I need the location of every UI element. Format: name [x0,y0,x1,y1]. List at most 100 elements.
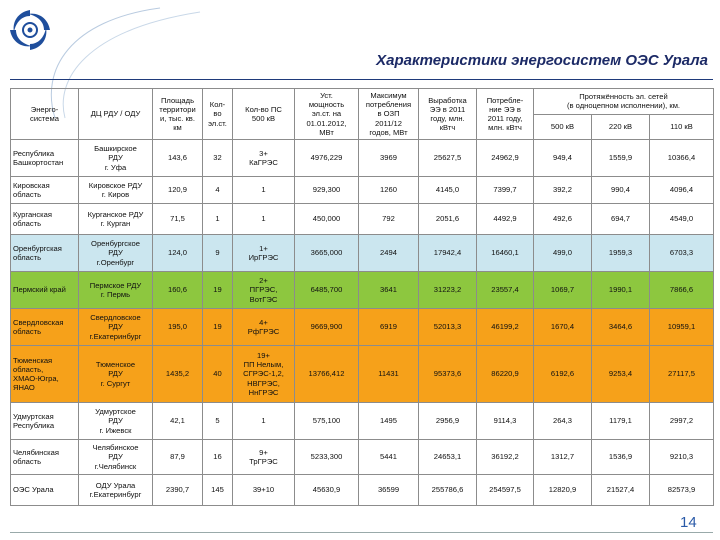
table-cell: 24962,9 [476,139,534,177]
table-cell: 9669,900 [294,308,359,346]
footer-divider [10,532,713,533]
energy-system-cell: Курганская область [10,203,79,235]
table-cell: 12820,9 [533,474,592,506]
header-consumption: Потребле-ние ЭЭ в 2011 году, млн. кВтч [476,88,534,140]
table-cell: 19 [202,271,233,309]
table-cell: 575,100 [294,402,359,440]
table-cell: 87,9 [152,439,203,475]
table-cell: 7399,7 [476,176,534,204]
title-divider [10,79,713,80]
table-cell: 6485,700 [294,271,359,309]
table-cell: 25627,5 [418,139,477,177]
energy-system-cell: Тюменская область, ХМАО-Югра, ЯНАО [10,345,79,403]
table-cell: 1069,7 [533,271,592,309]
table-cell: 255786,6 [418,474,477,506]
table-cell: 27117,5 [649,345,714,403]
table-subheader-row: 500 кВ 220 кВ 110 кВ [11,113,714,140]
table-cell: 2997,2 [649,402,714,440]
table-cell: 31223,2 [418,271,477,309]
table-cell: 3665,000 [294,234,359,272]
table-cell: 3464,6 [591,308,650,346]
table-cell: Тюменское РДУ г. Сургут [78,345,153,403]
table-cell: 1435,2 [152,345,203,403]
table-cell: 492,6 [533,203,592,235]
table-cell: 11431 [358,345,419,403]
table-cell: 1 [232,176,295,204]
table-cell: 694,7 [591,203,650,235]
table-row: Оренбургская область Оренбургское РДУ г.Орен… [10,234,714,272]
table-cell: 392,2 [533,176,592,204]
table-row: ОЭС Урала ОДУ Урала г.Екатеринбург 2390,7 14… [10,474,714,506]
table-cell: 4+ РфГРЭС [232,308,295,346]
table-body: Республика Башкортостан Башкирское РДУ г. Уф… [10,139,714,506]
table-cell: 499,0 [533,234,592,272]
header-area: Площадь территори и, тыс. кв. км [152,88,203,140]
table-cell: 1179,1 [591,402,650,440]
header-dispatch-center: ДЦ РДУ / ОДУ [78,88,153,140]
table-cell: 2494 [358,234,419,272]
header-500kv: 500 кВ [533,113,592,140]
table-cell: 4145,0 [418,176,477,204]
table-row: Тюменская область, ХМАО-Югра, ЯНАО Тюменское… [10,345,714,403]
table-row: Челябинская область Челябинское РДУ г.Челяби… [10,439,714,475]
header-substations: Кол-во ПС 500 кВ [232,88,295,140]
table-cell: 2051,6 [418,203,477,235]
table-cell: 39+10 [232,474,295,506]
table-cell: 5 [202,402,233,440]
energy-system-cell: Челябинская область [10,439,79,475]
table-cell: 10366,4 [649,139,714,177]
energy-system-cell: ОЭС Урала [10,474,79,506]
table-cell: 2956,9 [418,402,477,440]
table-cell: 143,6 [152,139,203,177]
energy-system-cell: Кировская область [10,176,79,204]
table-row: Свердловская область Свердловское РДУ г.Екат… [10,308,714,346]
table-cell: 42,1 [152,402,203,440]
table-row: Республика Башкортостан Башкирское РДУ г. Уф… [10,139,714,177]
table-cell: 3+ КаГРЭС [232,139,295,177]
table-cell: ОДУ Урала г.Екатеринбург [78,474,153,506]
table-cell: 3641 [358,271,419,309]
table-cell: 9253,4 [591,345,650,403]
table-cell: 264,3 [533,402,592,440]
table-cell: 23557,4 [476,271,534,309]
table-cell: 4549,0 [649,203,714,235]
header-220kv: 220 кВ [591,113,650,140]
table-cell: 71,5 [152,203,203,235]
energy-system-cell: Оренбургская область [10,234,79,272]
table-cell: 1260 [358,176,419,204]
table-row: Курганская область Курганское РДУ г. Курган… [10,203,714,235]
table-cell: 1 [232,203,295,235]
table-cell: 4 [202,176,233,204]
table-cell: 4096,4 [649,176,714,204]
table-cell: 86220,9 [476,345,534,403]
table-cell: Пермское РДУ г. Пермь [78,271,153,309]
table-cell: 13766,412 [294,345,359,403]
table-cell: 1312,7 [533,439,592,475]
header-110kv: 110 кВ [649,113,714,140]
header-energy-system: Энерго-система [10,88,79,140]
table-cell: 1990,1 [591,271,650,309]
table-cell: 45630,9 [294,474,359,506]
table-cell: 40 [202,345,233,403]
header-capacity: Уст. мощность эл.ст. на 01.01.2012, МВт [294,88,359,140]
table-cell: 929,300 [294,176,359,204]
table-row: Удмуртская Республика Удмуртское РДУ г. Ижев… [10,402,714,440]
table-cell: 95373,6 [418,345,477,403]
table-cell: Кировское РДУ г. Киров [78,176,153,204]
header-generation: Выработка ЭЭ в 2011 году, млн. кВтч [418,88,477,140]
table-cell: 16460,1 [476,234,534,272]
energy-systems-table: Энерго-система ДЦ РДУ / ОДУ Площадь терри… [10,88,714,506]
table-cell: 21527,4 [591,474,650,506]
table-cell: 82573,9 [649,474,714,506]
table-cell: 1 [202,203,233,235]
energy-system-cell: Республика Башкортостан [10,139,79,177]
table-cell: 990,4 [591,176,650,204]
table-cell: 19 [202,308,233,346]
table-cell: 5441 [358,439,419,475]
table-cell: 2390,7 [152,474,203,506]
table-cell: 4492,9 [476,203,534,235]
table-cell: 1959,3 [591,234,650,272]
table-cell: 36192,2 [476,439,534,475]
energy-system-cell: Удмуртская Республика [10,402,79,440]
table-cell: Башкирское РДУ г. Уфа [78,139,153,177]
